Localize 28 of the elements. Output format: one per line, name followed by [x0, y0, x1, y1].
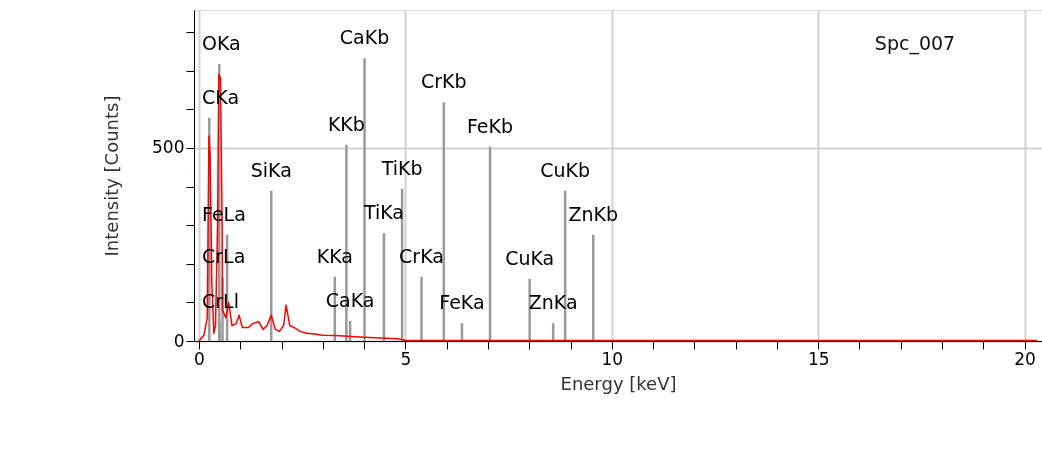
y-tick-label: 500 [152, 137, 185, 158]
annotation: SiKa [250, 158, 292, 181]
x-tick-label: 10 [601, 348, 624, 369]
y-axis-title: Intensity [Counts] [101, 95, 123, 257]
annotation: CrKa [399, 244, 444, 267]
annotation: CaKb [339, 26, 390, 49]
x-axis-title: Energy [keV] [560, 372, 677, 394]
annotation: CrKb [420, 70, 467, 93]
annotation: FeKa [439, 291, 485, 314]
annotation: ZnKa [528, 291, 578, 314]
bar [528, 278, 531, 341]
annotation: FeKb [466, 114, 514, 137]
x-tick-label: 15 [807, 348, 830, 369]
x-tick-label: 20 [1014, 348, 1036, 369]
annotation: KKb [327, 112, 365, 135]
annotation: CuKb [540, 158, 591, 181]
annotation: CaKa [325, 288, 375, 311]
annotation: ZnKb [568, 202, 619, 225]
annotation: OKa [202, 32, 241, 55]
annotation: Spc_007 [874, 32, 956, 55]
annotation: TiKa [362, 201, 404, 224]
line-series [198, 73, 1038, 341]
x-tick-label: 5 [400, 348, 412, 369]
annotation: CuKa [505, 246, 555, 269]
annotation: TiKb [380, 156, 423, 179]
bar [420, 276, 423, 341]
x-tick-label: 0 [194, 348, 205, 369]
annotation: KKa [316, 244, 353, 267]
